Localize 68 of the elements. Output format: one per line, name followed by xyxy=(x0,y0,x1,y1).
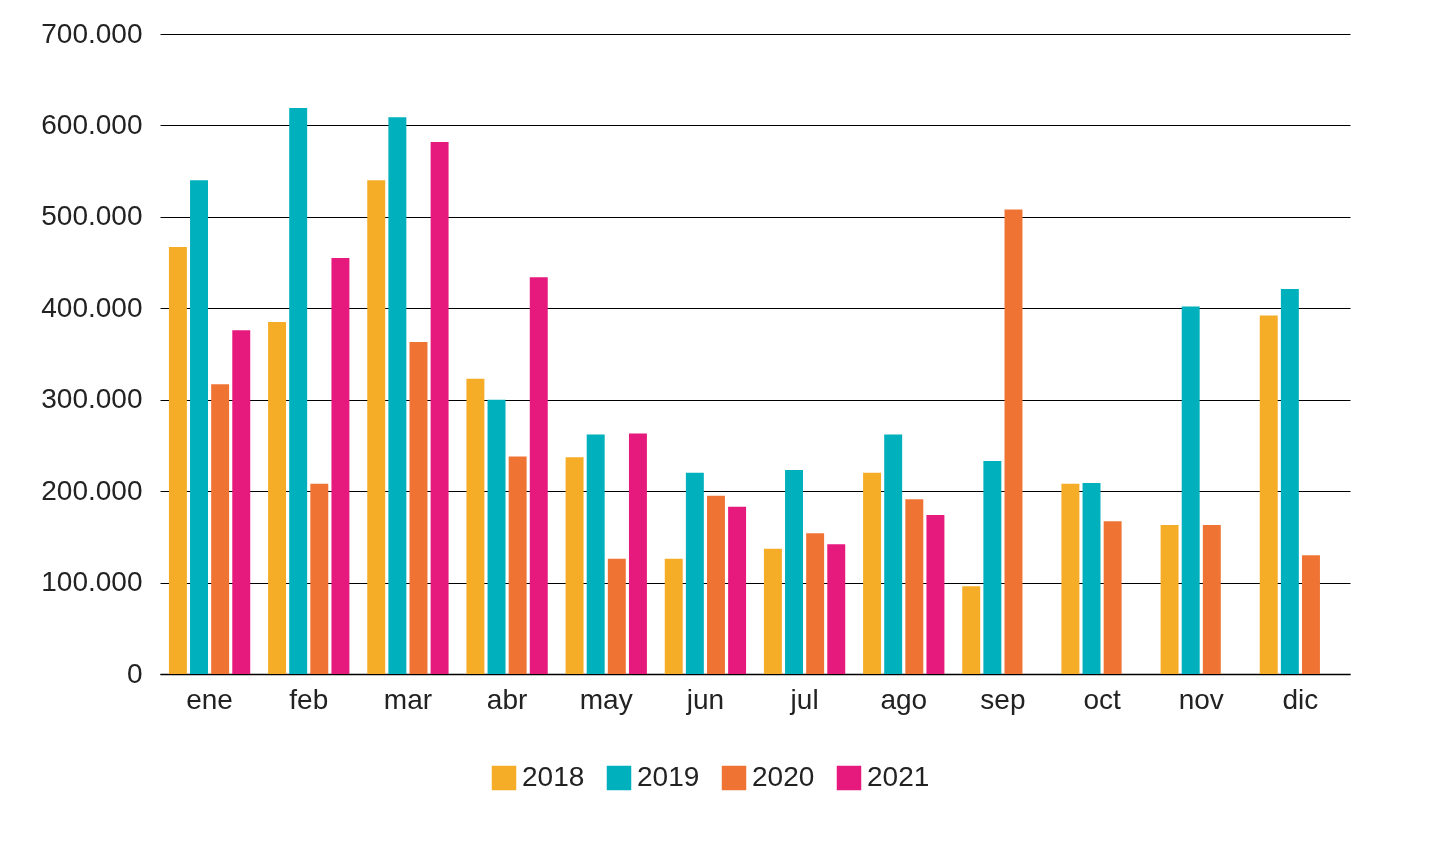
bar xyxy=(367,180,386,674)
bar xyxy=(466,378,485,674)
bar xyxy=(268,322,287,674)
bar xyxy=(409,342,428,674)
x-tick-label: abr xyxy=(486,683,528,715)
bar xyxy=(1004,209,1023,674)
bar xyxy=(289,108,308,674)
bar xyxy=(1280,289,1299,674)
y-tick-label: 700.000 xyxy=(41,17,143,49)
bar xyxy=(1061,483,1080,674)
legend-label: 2018 xyxy=(522,761,585,792)
y-tick-label: 300.000 xyxy=(41,383,143,415)
bar xyxy=(763,548,782,674)
legend-label: 2020 xyxy=(752,761,815,792)
bar xyxy=(905,499,924,674)
x-tick-label: feb xyxy=(289,683,329,715)
bar xyxy=(1259,315,1278,674)
bar xyxy=(863,472,882,674)
bar xyxy=(983,460,1002,674)
bar xyxy=(1181,306,1200,674)
x-tick-label: ago xyxy=(880,683,928,715)
bar xyxy=(707,495,725,674)
bar xyxy=(168,247,187,674)
bar xyxy=(565,457,584,674)
y-tick-label: 100.000 xyxy=(41,566,143,598)
bar xyxy=(728,506,747,674)
bar xyxy=(388,117,407,674)
x-tick-label: nov xyxy=(1178,683,1224,715)
x-tick-label: oct xyxy=(1083,683,1121,715)
y-tick-label: 200.000 xyxy=(41,474,143,506)
y-tick-label: 500.000 xyxy=(41,200,143,232)
bar xyxy=(232,330,251,674)
bar xyxy=(190,180,208,674)
x-tick-label: jun xyxy=(685,683,725,715)
bar xyxy=(1103,521,1122,674)
x-tick-label: sep xyxy=(980,683,1026,715)
x-tick-label: ene xyxy=(186,683,233,715)
bar xyxy=(1160,524,1179,674)
x-tick-label: mar xyxy=(383,683,433,715)
bar xyxy=(685,472,704,674)
bar xyxy=(310,483,329,674)
bar xyxy=(607,558,626,674)
bar xyxy=(211,384,230,674)
legend-label: 2019 xyxy=(637,761,700,792)
bar xyxy=(806,533,825,674)
bar xyxy=(430,141,449,674)
bar xyxy=(487,399,506,674)
bar xyxy=(508,456,527,674)
bar xyxy=(586,434,605,674)
bar xyxy=(529,277,548,674)
x-tick-label: jul xyxy=(789,683,819,715)
y-tick-label: 400.000 xyxy=(41,291,143,323)
bar xyxy=(331,258,350,674)
bar xyxy=(1302,555,1320,674)
y-tick-label: 600.000 xyxy=(41,108,143,140)
bar xyxy=(926,514,945,674)
bar xyxy=(827,544,846,674)
bar xyxy=(628,433,647,674)
x-tick-label: may xyxy=(579,683,633,715)
legend-label: 2021 xyxy=(867,761,930,792)
bar xyxy=(1202,524,1221,674)
bar xyxy=(1082,482,1101,674)
x-tick-label: dic xyxy=(1282,683,1319,715)
bar xyxy=(962,586,981,674)
y-tick-label: 0 xyxy=(126,657,143,689)
bar xyxy=(785,470,803,674)
bar xyxy=(884,434,903,674)
bar xyxy=(664,558,683,674)
